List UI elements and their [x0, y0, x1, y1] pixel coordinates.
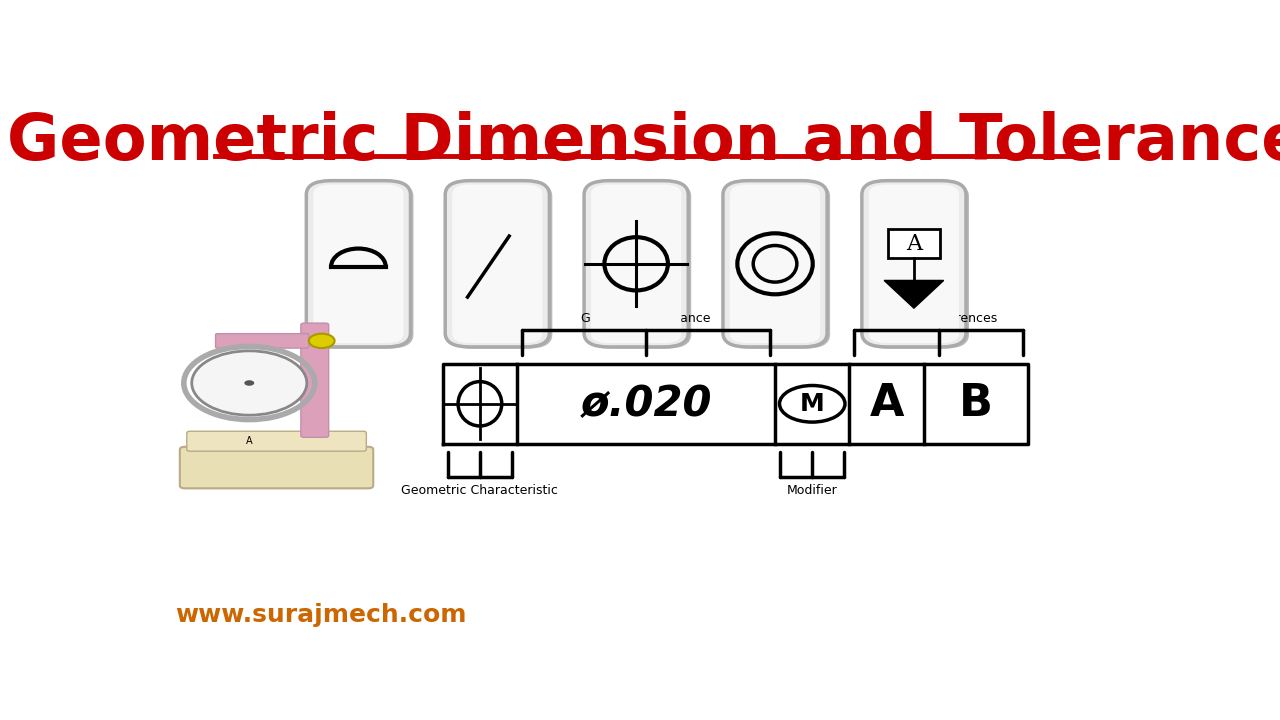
FancyBboxPatch shape	[452, 184, 543, 343]
FancyBboxPatch shape	[448, 182, 553, 348]
FancyBboxPatch shape	[584, 181, 689, 347]
Text: A: A	[869, 382, 904, 426]
FancyBboxPatch shape	[187, 431, 366, 451]
FancyBboxPatch shape	[591, 184, 681, 343]
Text: Geometric Tolerance: Geometric Tolerance	[581, 312, 710, 325]
FancyBboxPatch shape	[726, 182, 831, 348]
FancyBboxPatch shape	[306, 181, 411, 347]
Text: Datum References: Datum References	[881, 312, 997, 325]
Text: A: A	[246, 436, 252, 446]
Circle shape	[308, 333, 334, 348]
FancyBboxPatch shape	[861, 181, 966, 347]
FancyBboxPatch shape	[445, 181, 549, 347]
Text: A: A	[906, 233, 922, 255]
FancyBboxPatch shape	[310, 182, 413, 348]
FancyBboxPatch shape	[588, 182, 691, 348]
FancyBboxPatch shape	[179, 446, 374, 488]
FancyBboxPatch shape	[869, 184, 959, 343]
Circle shape	[192, 351, 307, 415]
Text: M: M	[800, 392, 824, 415]
FancyBboxPatch shape	[314, 184, 403, 343]
Text: Modifier: Modifier	[787, 484, 837, 497]
Text: ø.020: ø.020	[580, 383, 712, 425]
FancyBboxPatch shape	[865, 182, 969, 348]
FancyBboxPatch shape	[730, 184, 820, 343]
FancyBboxPatch shape	[723, 181, 827, 347]
Circle shape	[244, 380, 255, 386]
FancyBboxPatch shape	[215, 333, 308, 348]
Text: www.surajmech.com: www.surajmech.com	[175, 603, 466, 627]
Text: Geometric Dimension and Tolerance: Geometric Dimension and Tolerance	[8, 112, 1280, 174]
FancyBboxPatch shape	[301, 323, 329, 437]
Text: B: B	[959, 382, 993, 426]
Text: Geometric Characteristic: Geometric Characteristic	[402, 484, 558, 497]
FancyBboxPatch shape	[888, 230, 940, 258]
Polygon shape	[884, 280, 943, 308]
